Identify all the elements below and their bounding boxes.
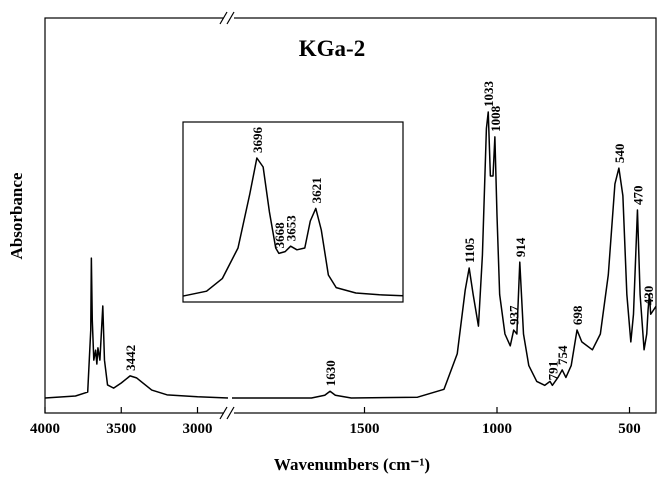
- x-tick-label: 500: [618, 421, 641, 437]
- plot-frame: [44, 17, 657, 414]
- peak-label: 430: [641, 286, 656, 306]
- x-tick-label: 3000: [183, 421, 213, 437]
- peak-label: 3696: [250, 127, 265, 154]
- peak-label: 698: [570, 305, 585, 325]
- x-axis-label: Wavenumbers (cm⁻¹): [274, 455, 430, 474]
- peak-label: 1033: [481, 81, 496, 108]
- peak-label: 3621: [309, 177, 324, 203]
- peak-label: 937: [507, 305, 522, 325]
- inset-frame: [182, 121, 404, 303]
- peak-label: 1630: [323, 360, 338, 386]
- peak-label: 540: [612, 144, 627, 164]
- x-tick-label: 3500: [106, 421, 136, 437]
- peak-label: 754: [555, 345, 570, 365]
- x-tick-label: 1000: [482, 421, 512, 437]
- peak-label: 3668: [272, 222, 287, 249]
- x-tick-label: 1500: [350, 421, 380, 437]
- spectrum-line: [44, 111, 657, 399]
- peak-label: 3442: [123, 345, 138, 371]
- peak-label: 914: [513, 237, 528, 257]
- chart-title: KGa-2: [299, 36, 365, 61]
- x-tick-label: 4000: [30, 421, 60, 437]
- y-axis-label: Absorbance: [7, 172, 26, 259]
- peak-label: 1008: [488, 105, 503, 132]
- spectrum-line: [182, 157, 404, 297]
- peak-label: 1105: [462, 237, 477, 263]
- axis-break: [219, 11, 235, 420]
- peak-label: 791: [545, 361, 560, 381]
- peak-label: 3653: [284, 215, 299, 242]
- peak-label: 470: [630, 185, 645, 205]
